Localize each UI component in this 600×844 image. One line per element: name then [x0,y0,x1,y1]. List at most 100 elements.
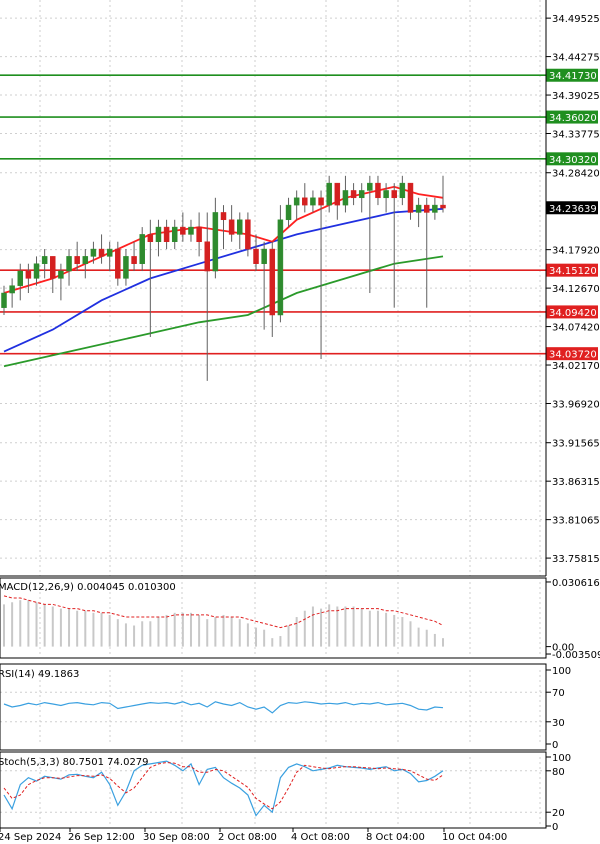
price-tick-label: 34.49525 [552,14,600,25]
candle-body [318,197,324,206]
candle-body [285,204,292,221]
time-tick-label: 4 Oct 08:00 [291,832,350,843]
candle-body [375,182,381,199]
support-level-value: 34.15120 [549,266,597,277]
candle-body [17,270,24,286]
rsi-tick-label: 100 [552,666,571,677]
candle-body [180,226,186,235]
stoch-tick-label: 0 [552,822,558,833]
stoch-d-line [3,761,444,810]
candle-body [58,270,64,279]
candle-body [228,219,235,235]
time-tick-label: 24 Sep 2024 [0,832,61,843]
price-tick-label: 34.17920 [552,246,600,257]
current-price-value: 34.23639 [549,204,597,215]
resistance-level-value: 34.30320 [549,155,597,166]
stoch-tick-label: 100 [552,753,571,764]
macd-panel-frame [0,577,547,659]
macd-signal-line [3,595,444,629]
candle-body [33,263,40,279]
support-level-tag [546,263,598,277]
stoch-tick-label: 20 [552,808,565,819]
candle-body [432,204,438,213]
candle-body [82,256,89,264]
candle-body [204,241,210,272]
candle-body [163,226,170,242]
resistance-level-tag [546,110,598,124]
candle-body [277,219,284,316]
macd-label: MACD(12,26,9) 0.004045 0.010300 [0,582,176,593]
candle-body [139,234,145,264]
candle-body [9,285,15,294]
macd-tick-label: 0.00 [552,643,574,654]
support-level-value: 34.03720 [549,350,597,361]
price-tick-label: 34.28420 [552,169,600,180]
resistance-level-tag [546,68,598,82]
candle-body [131,256,137,264]
candle-body [90,248,97,257]
time-tick-label: 8 Oct 04:00 [366,832,425,843]
price-tick-label: 33.75815 [552,554,600,565]
candle-body [25,270,32,279]
candle-body [440,204,446,209]
candle-body [391,190,397,199]
candle-body [212,212,219,272]
candle-body [261,248,267,264]
price-tick-label: 33.96920 [552,399,600,410]
stoch-tick-label: 80 [552,767,565,778]
candle-body [334,182,341,206]
candle-body [147,234,154,242]
macd-tick-label: -0.003509 [552,650,600,661]
price-tick-label: 34.39025 [552,91,600,102]
ma-slow-line [3,255,444,368]
time-tick-label: 10 Oct 04:00 [442,832,507,843]
candle-body [50,256,56,279]
stoch-label: Stoch(5,3,3) 80.7501 74.0279 [0,757,149,768]
time-tick-label: 26 Sep 12:00 [68,832,135,843]
candle-body [407,182,414,213]
price-tick-label: 34.07420 [552,323,600,334]
rsi-tick-label: 0 [552,740,558,751]
candle-body [1,292,7,308]
candle-body [302,197,308,206]
candle-body [188,226,194,235]
candle-body [326,182,332,206]
candle-body [66,256,72,272]
resistance-level-tag [546,152,598,166]
price-tick-label: 34.02170 [552,361,600,372]
candle-body [358,190,365,199]
rsi-tick-label: 70 [552,688,565,699]
price-tick-label: 33.81065 [552,516,600,527]
candle-body [350,190,357,199]
macd-tick-label: 0.030616 [552,578,600,589]
rsi-label: RSI(14) 49.1863 [0,669,79,680]
candle-body [171,226,178,242]
candle-body [269,248,276,316]
candle-body [383,190,389,199]
resistance-level-value: 34.36020 [549,113,597,124]
candle-body [367,182,373,191]
candle-body [220,212,227,221]
support-level-tag [546,305,598,319]
stoch-panel-frame [0,751,547,829]
support-level-value: 34.09420 [549,308,597,319]
rsi-panel-frame [0,663,547,751]
stoch-k-line [3,760,444,817]
candle-body [237,219,243,235]
current-price-tag [546,201,598,215]
candle-body [415,204,422,213]
price-tick-label: 33.86315 [552,477,600,488]
resistance-level-value: 34.41730 [549,71,597,82]
time-tick-label: 2 Oct 08:00 [218,832,277,843]
candle-body [74,256,80,264]
candle-body [342,190,349,206]
candle-body [293,197,300,206]
price-tick-label: 33.91565 [552,439,600,450]
time-tick-label: 30 Sep 08:00 [143,832,210,843]
candle-body [423,204,430,213]
rsi-line [3,701,444,714]
support-level-tag [546,347,598,361]
candle-body [253,248,259,264]
candle-body [399,182,406,199]
